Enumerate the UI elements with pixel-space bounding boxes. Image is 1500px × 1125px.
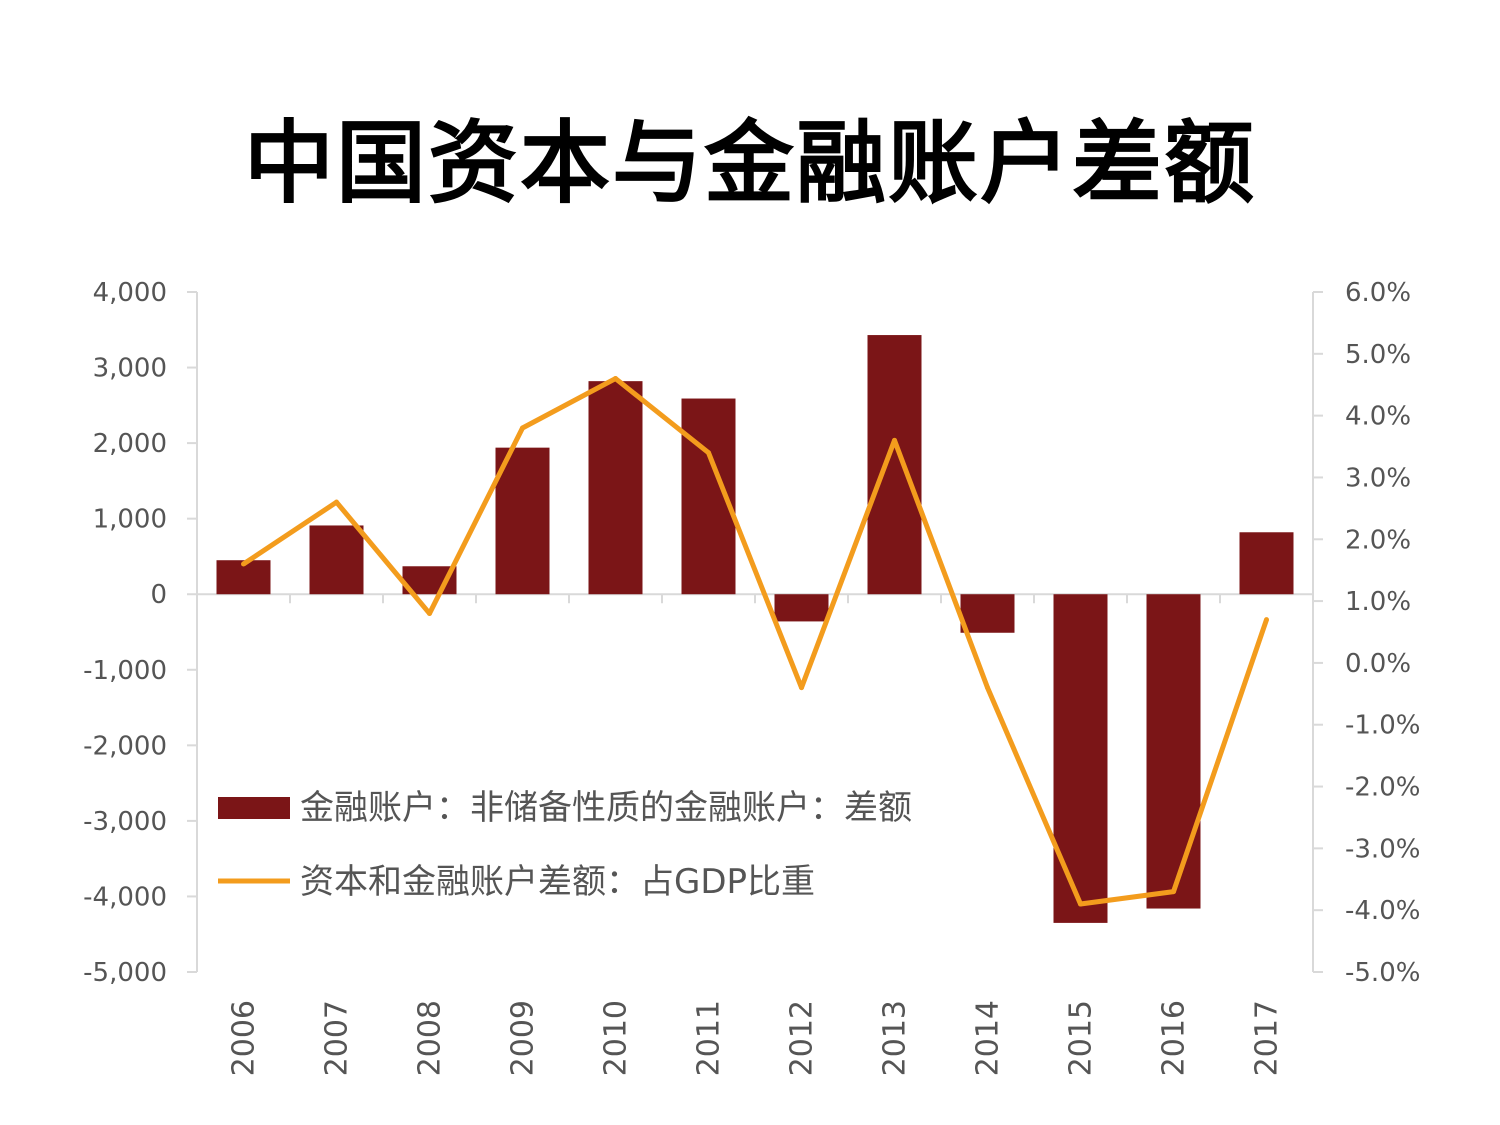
x-tick-label: 2006	[227, 1000, 262, 1076]
right-tick-label: 1.0%	[1345, 587, 1411, 617]
line-point	[892, 437, 897, 443]
bar	[1146, 594, 1201, 909]
tick-labels: 4,000 3,000 2,000 1,000 0 -1,000 -2,000 -3,000 -…	[83, 278, 1420, 1076]
x-tick-label: 2014	[971, 1000, 1006, 1076]
line-point	[985, 685, 990, 691]
x-tick-label: 2008	[413, 1000, 448, 1076]
left-tick-label: 4,000	[93, 278, 167, 308]
x-tick-label: 2017	[1250, 1000, 1285, 1076]
x-tick-label: 2013	[878, 1000, 913, 1076]
x-tick-label: 2011	[692, 1000, 727, 1076]
right-tick-label: -2.0%	[1345, 773, 1420, 803]
line-point	[334, 499, 339, 505]
legend-bar-swatch	[218, 797, 290, 819]
line-point	[520, 425, 525, 431]
line-point	[427, 610, 432, 616]
left-tick-label: 0	[150, 580, 167, 610]
left-tick-label: 3,000	[93, 354, 167, 384]
line-point	[1264, 617, 1269, 623]
right-tick-label: -1.0%	[1345, 711, 1420, 741]
x-tick-label: 2016	[1157, 1000, 1192, 1076]
line-point	[241, 561, 246, 567]
line-point	[613, 376, 618, 382]
bar	[867, 335, 922, 595]
bar	[588, 381, 643, 595]
line-point	[1078, 901, 1083, 907]
x-tick-label: 2009	[506, 1000, 541, 1076]
line-point	[1171, 889, 1176, 895]
right-tick-label: 4.0%	[1345, 402, 1411, 432]
left-tick-label: -4,000	[83, 882, 167, 912]
right-tick-label: 6.0%	[1345, 278, 1411, 308]
right-tick-label: 0.0%	[1345, 649, 1411, 679]
right-tick-label: -3.0%	[1345, 834, 1420, 864]
left-tick-label: 1,000	[93, 505, 167, 535]
series-line	[242, 376, 1269, 907]
x-tick-label: 2010	[599, 1000, 634, 1076]
left-tick-label: -3,000	[83, 807, 167, 837]
right-tick-label: 3.0%	[1345, 463, 1411, 493]
bar-series	[216, 335, 1294, 923]
right-tick-label: -4.0%	[1345, 896, 1420, 926]
bar	[495, 447, 550, 595]
left-tick-label: -1,000	[83, 656, 167, 686]
x-tick-label: 2007	[320, 1000, 355, 1076]
left-tick-label: -2,000	[83, 731, 167, 761]
axes	[187, 291, 1323, 973]
slide-title: 中国资本与金融账户差额	[244, 111, 1256, 216]
x-tick-label: 2012	[785, 1000, 820, 1076]
right-tick-label: -5.0%	[1345, 958, 1420, 988]
legend-bar-label: 金融账户：非储备性质的金融账户：差额	[300, 788, 912, 828]
line-point	[799, 685, 804, 691]
left-tick-label: -5,000	[83, 958, 167, 988]
x-tick-label: 2015	[1064, 1000, 1099, 1076]
left-tick-label: 2,000	[93, 429, 167, 459]
bar	[309, 525, 364, 595]
bar	[1239, 532, 1294, 595]
line-point	[706, 450, 711, 456]
bar	[774, 594, 829, 622]
line-series	[241, 376, 1269, 907]
legend-line-label: 资本和金融账户差额：占GDP比重	[300, 862, 815, 902]
bar	[960, 594, 1015, 633]
bar	[1053, 594, 1108, 923]
right-tick-label: 5.0%	[1345, 340, 1411, 370]
right-tick-label: 2.0%	[1345, 525, 1411, 555]
